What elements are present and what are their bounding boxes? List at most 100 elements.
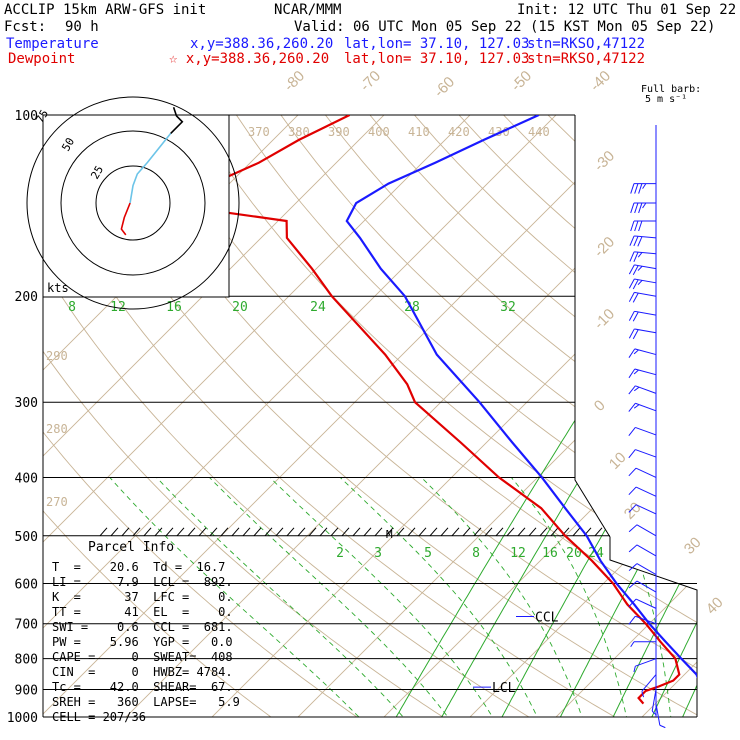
wind-barb <box>629 251 657 263</box>
hatch-mark <box>517 527 526 537</box>
pressure-tick-label: 600 <box>15 577 38 592</box>
dry-adiabat-line <box>391 115 697 717</box>
isotherm-label: -80 <box>281 67 308 94</box>
wind-barb-flag <box>628 524 638 533</box>
wind-barb-flag <box>628 563 638 571</box>
wind-barb-shaft <box>634 348 657 356</box>
wind-barb-shaft <box>635 486 657 497</box>
hodograph-trace-mid <box>129 132 172 204</box>
wind-barb-flag <box>628 348 636 358</box>
hatch-mark <box>297 527 306 537</box>
level-label-ccl: CCL <box>535 611 559 626</box>
wind-barb-flag <box>630 183 635 194</box>
isotherm-label: -30 <box>591 147 618 174</box>
hatch-mark <box>143 527 152 537</box>
wind-barb-flag <box>641 691 645 698</box>
dry-adiabat-line <box>261 115 697 717</box>
init-time: Init: 12 UTC Thu 01 Sep 22 <box>517 2 737 18</box>
theta-label: 270 <box>46 495 68 509</box>
dry-adiabat-line <box>43 115 551 717</box>
pressure-tick-label: 500 <box>15 530 38 545</box>
mixing-ratio-label: 16 <box>166 300 182 315</box>
wind-barb <box>628 544 657 557</box>
theta-label: 290 <box>46 349 68 363</box>
wind-barb-flag <box>637 236 643 247</box>
wind-barb <box>628 402 657 412</box>
fcst-label: Fcst: <box>4 19 47 35</box>
dewpoint-legend: Dewpoint <box>8 51 76 67</box>
mixing-ratio-label: 24 <box>310 300 326 315</box>
hatch-mark <box>418 527 427 537</box>
wind-barb-flag <box>633 236 639 247</box>
wind-barb-shaft <box>636 544 657 557</box>
hatch-mark <box>528 527 537 537</box>
mixing-ratio-label: 20 <box>232 300 248 315</box>
valid-time: Valid: 06 UTC Mon 05 Sep 22 (15 KST Mon … <box>294 19 716 35</box>
isotherm-line <box>715 87 740 729</box>
hatch-mark <box>319 527 328 537</box>
mixing-ratio-line <box>645 295 697 717</box>
temperature-legend: Temperature <box>6 36 99 52</box>
hatch-mark <box>110 527 119 537</box>
pressure-tick-label: 700 <box>15 618 38 633</box>
wind-barb-flag <box>630 202 635 214</box>
parcel-info-row: CELL = 207/36 <box>52 710 146 724</box>
wind-barb <box>628 348 657 358</box>
hatch-mark <box>352 527 361 537</box>
temperature-xy: x,y=388.36,260.20 <box>190 36 334 52</box>
dry-adiabat-line <box>43 115 376 717</box>
hatch-mark <box>506 527 515 537</box>
mixing-ratio-label: 8 <box>472 546 480 561</box>
wind-barb-flag <box>642 183 647 189</box>
dry-adiabat-line <box>43 115 464 717</box>
theta-label: 400 <box>368 125 390 139</box>
parcel-info-title: Parcel Info <box>88 540 175 555</box>
wind-barb-flag <box>628 544 638 553</box>
wind-barb-flag <box>633 251 639 263</box>
wind-barb-flag <box>628 402 636 412</box>
dry-adiabat-line <box>305 115 697 717</box>
wind-barb <box>628 310 657 322</box>
parcel-info-row: SWI = 0.6 CCL = 681. <box>52 620 233 634</box>
wind-barb <box>628 598 657 609</box>
wind-barb-shaft <box>655 703 661 726</box>
isotherm-line <box>284 115 697 717</box>
moist-adiabat-line <box>156 477 415 717</box>
wind-barb <box>628 291 657 303</box>
pressure-tick-label: 200 <box>15 290 38 305</box>
isotherm-label: -20 <box>591 233 618 260</box>
parcel-info-row: CIN = 0 HWBZ= 4784. <box>52 665 233 679</box>
mixing-ratio-line <box>606 295 697 717</box>
wind-barb-flag <box>628 292 635 302</box>
mixing-ratio-label: 8 <box>68 300 76 315</box>
moist-adiabat-line <box>510 477 630 717</box>
isotherm-label: -50 <box>508 67 535 94</box>
wind-barb-flag <box>628 486 637 496</box>
hatch-mark <box>231 527 240 537</box>
wind-barb-flag <box>633 349 639 355</box>
hatch-mark <box>594 527 603 537</box>
wind-barb-flag <box>632 265 639 276</box>
wind-barb <box>628 264 657 276</box>
wind-barb-shaft <box>635 449 657 458</box>
pressure-tick-label: 900 <box>15 683 38 698</box>
hodograph-box <box>42 114 230 298</box>
wind-barb-shaft <box>635 598 657 609</box>
wind-barb-shaft <box>635 426 657 436</box>
isotherm-line <box>43 115 498 717</box>
isotherm-label: 40 <box>703 594 727 618</box>
wind-barb-flag <box>630 220 635 232</box>
hodograph-ring-label: 25 <box>88 164 106 182</box>
full-barb-units: 5 m s⁻¹ <box>645 94 688 105</box>
wind-barb <box>628 368 657 379</box>
wind-barb-shaft <box>651 689 657 712</box>
wind-barb <box>651 689 657 716</box>
isotherm-line <box>43 115 670 717</box>
wind-barb <box>630 183 656 194</box>
wind-barb-flag <box>628 368 636 379</box>
moist-adiabat-line <box>109 477 372 717</box>
parcel-info-row: T = 20.6 Td = 16.7 <box>52 560 226 574</box>
hodograph-trace-low <box>120 202 131 236</box>
wind-barb-shaft <box>635 658 657 667</box>
hatch-mark <box>275 527 284 537</box>
